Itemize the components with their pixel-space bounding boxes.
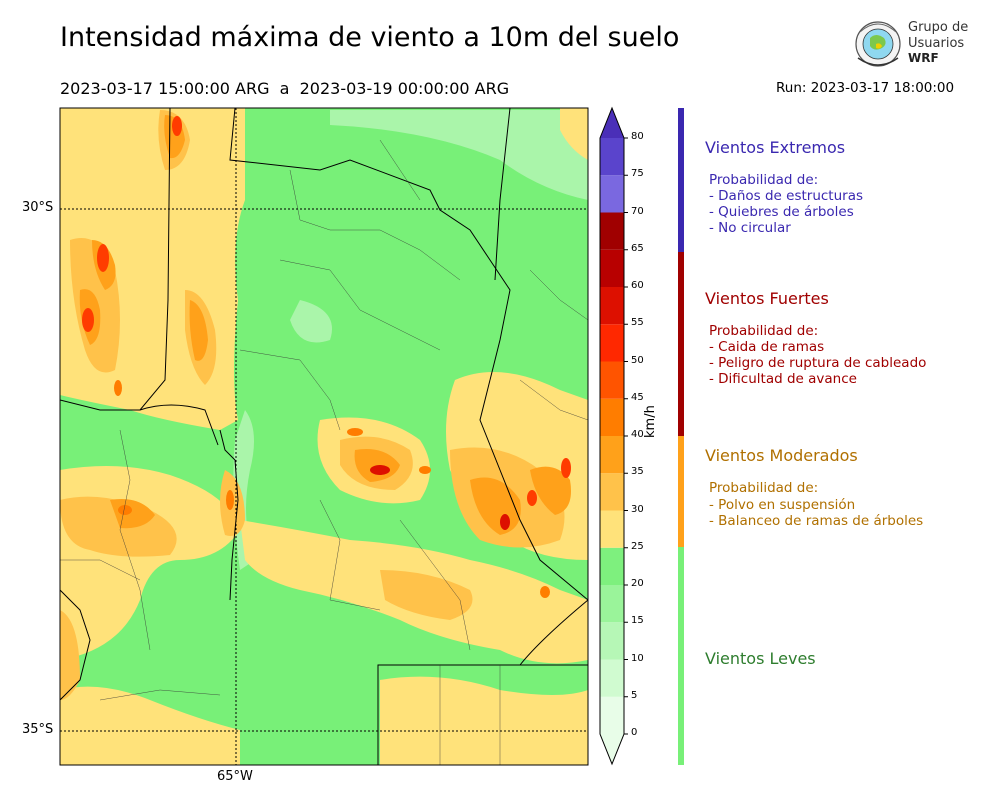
- strong-title: Vientos Fuertes: [705, 289, 829, 308]
- moderate-line-2: - Balanceo de ramas de árboles: [709, 513, 924, 529]
- extreme-line-2: - Quiebres de árboles: [709, 204, 854, 220]
- colorbar-band: [600, 696, 624, 764]
- strong-wind-spots: [82, 116, 571, 598]
- colorbar-tick-label: 0: [631, 727, 638, 738]
- colorbar-tick-label: 10: [631, 652, 644, 664]
- colorbar-tick-label: 35: [631, 466, 644, 478]
- colorbar-tick-label: 30: [631, 503, 644, 515]
- colorbar-tick-label: 80: [631, 131, 644, 142]
- colorbar-band: [600, 361, 624, 399]
- extreme-line-3: - No circular: [709, 220, 791, 236]
- colorbar-tick-label: 40: [631, 429, 644, 440]
- extreme-line-0: Probabilidad de:: [709, 172, 819, 188]
- colorbar-band: [600, 473, 624, 511]
- strong-category-bar: [678, 252, 684, 436]
- colorbar-tick-label: 75: [631, 168, 644, 180]
- colorbar-band: [600, 138, 624, 176]
- colorbar-tick-label: 25: [631, 540, 644, 552]
- colorbar-band: [600, 510, 624, 548]
- moderate-line-0: Probabilidad de:: [709, 480, 819, 496]
- extreme-category-bar: [678, 108, 684, 252]
- strong-line-1: - Caida de ramas: [709, 339, 825, 355]
- colorbar-tick-label: 55: [631, 317, 644, 329]
- lat-label-30s: 30°S: [22, 200, 54, 215]
- department-borders: [60, 139, 588, 765]
- extreme-title: Vientos Extremos: [705, 138, 846, 157]
- colorbar-tick-label: 15: [631, 615, 644, 627]
- colorbar-units: km/h: [643, 405, 658, 438]
- moderate-line-1: - Polvo en suspensión: [709, 497, 856, 513]
- lat-label-35s: 35°S: [22, 722, 54, 737]
- colorbar-band: [600, 659, 624, 697]
- colorbar-tick-label: 70: [631, 205, 644, 217]
- light-category-bar: [678, 547, 684, 765]
- colorbar-band: [600, 324, 624, 362]
- lon-label-65w: 65°W: [217, 769, 253, 784]
- strong-line-3: - Dificultad de avance: [709, 371, 857, 387]
- logo-text-line2: Usuarios: [908, 36, 964, 51]
- moderate-title: Vientos Moderados: [705, 446, 858, 465]
- colorbar-band: [600, 585, 624, 623]
- province-borders: [60, 108, 588, 765]
- colorbar: [599, 106, 628, 766]
- forecast-period: 2023-03-17 15:00:00 ARG a 2023-03-19 00:…: [60, 79, 510, 98]
- colorbar-band: [600, 249, 624, 287]
- extreme-line-1: - Daños de estructuras: [709, 188, 864, 204]
- colorbar-tick-label: 60: [631, 280, 644, 291]
- colorbar-band: [600, 547, 624, 585]
- logo-text-line1: Grupo de: [908, 20, 968, 35]
- moderate-category-bar: [678, 436, 684, 547]
- colorbar-tick-label: 50: [631, 354, 644, 366]
- wrf-users-logo: Grupo de Usuarios WRF: [855, 20, 968, 67]
- colorbar-tick-label: 65: [631, 242, 644, 254]
- colorbar-band: [600, 436, 624, 474]
- colorbar-tick-label: 45: [631, 391, 644, 403]
- colorbar-band: [600, 398, 624, 436]
- map-frame: [59, 107, 589, 766]
- light-title: Vientos Leves: [705, 649, 816, 668]
- colorbar-band: [600, 212, 624, 250]
- strong-line-0: Probabilidad de:: [709, 323, 819, 339]
- logo-text-line3: WRF: [908, 51, 939, 65]
- map-title: Intensidad máxima de viento a 10m del su…: [60, 22, 680, 53]
- model-run: Run: 2023-03-17 18:00:00: [776, 80, 955, 96]
- globe-icon: [855, 21, 901, 67]
- colorbar-band: [600, 287, 624, 325]
- map-field: [60, 108, 588, 765]
- strong-line-2: - Peligro de ruptura de cableado: [709, 355, 927, 371]
- colorbar-band: [600, 175, 624, 213]
- colorbar-band: [600, 622, 624, 660]
- colorbar-tick-label: 20: [631, 578, 644, 589]
- colorbar-tick-label: 5: [631, 689, 638, 701]
- colorbar-extend-arrow: [600, 108, 624, 138]
